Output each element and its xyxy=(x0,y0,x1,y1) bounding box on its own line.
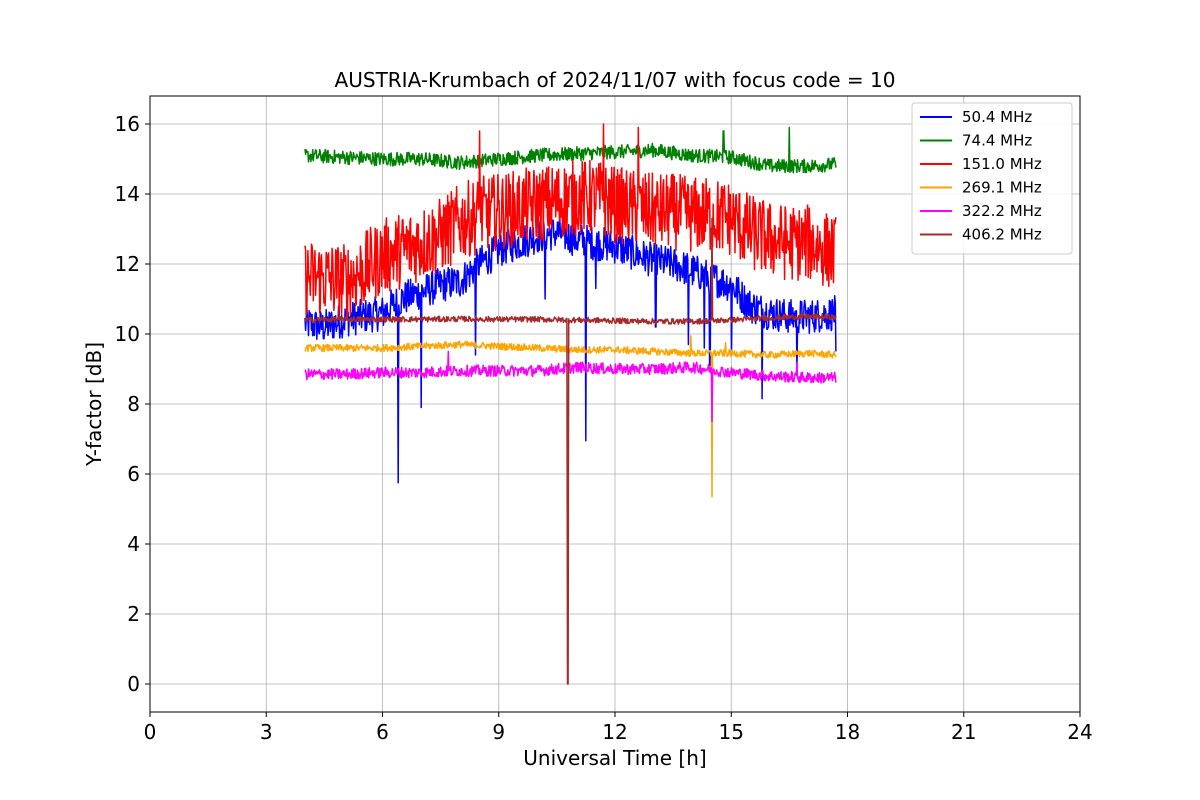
series-line-5 xyxy=(304,217,837,685)
y-tick-label: 8 xyxy=(127,392,140,416)
x-tick-label: 0 xyxy=(144,720,157,744)
legend-label: 74.4 MHz xyxy=(962,132,1032,150)
y-tick-label: 2 xyxy=(127,602,140,626)
legend: 50.4 MHz 74.4 MHz 151.0 MHz 269.1 MHz 32… xyxy=(911,102,1073,255)
y-tick-label: 14 xyxy=(115,182,140,206)
legend-label: 406.2 MHz xyxy=(962,226,1042,244)
series-line-3 xyxy=(304,335,837,498)
x-tick-label: 24 xyxy=(1067,720,1092,744)
y-tick-label: 10 xyxy=(115,322,140,346)
x-tick-label: 3 xyxy=(260,720,273,744)
y-tick-label: 12 xyxy=(115,252,140,276)
legend-label: 151.0 MHz xyxy=(962,155,1042,173)
y-tick-label: 6 xyxy=(127,462,140,486)
legend-label: 322.2 MHz xyxy=(962,202,1042,220)
x-tick-label: 18 xyxy=(835,720,860,744)
x-tick-label: 6 xyxy=(376,720,389,744)
series-layer xyxy=(304,123,837,685)
x-tick-label: 15 xyxy=(719,720,744,744)
chart-title: AUSTRIA-Krumbach of 2024/11/07 with focu… xyxy=(335,68,896,92)
y-tick-label: 16 xyxy=(115,112,140,136)
series-line-4 xyxy=(304,350,837,423)
series-line-2 xyxy=(304,123,837,319)
series-line-0 xyxy=(304,216,837,484)
legend-label: 50.4 MHz xyxy=(962,108,1032,126)
x-tick-label: 21 xyxy=(951,720,976,744)
x-tick-label: 9 xyxy=(492,720,505,744)
x-tick-label: 12 xyxy=(602,720,627,744)
y-tick-label: 0 xyxy=(127,672,140,696)
y-tick-label: 4 xyxy=(127,532,140,556)
y-axis-label: Y-factor [dB] xyxy=(82,342,106,467)
legend-label: 269.1 MHz xyxy=(962,179,1042,197)
x-axis-label: Universal Time [h] xyxy=(523,746,706,770)
series-line-1 xyxy=(304,126,837,174)
